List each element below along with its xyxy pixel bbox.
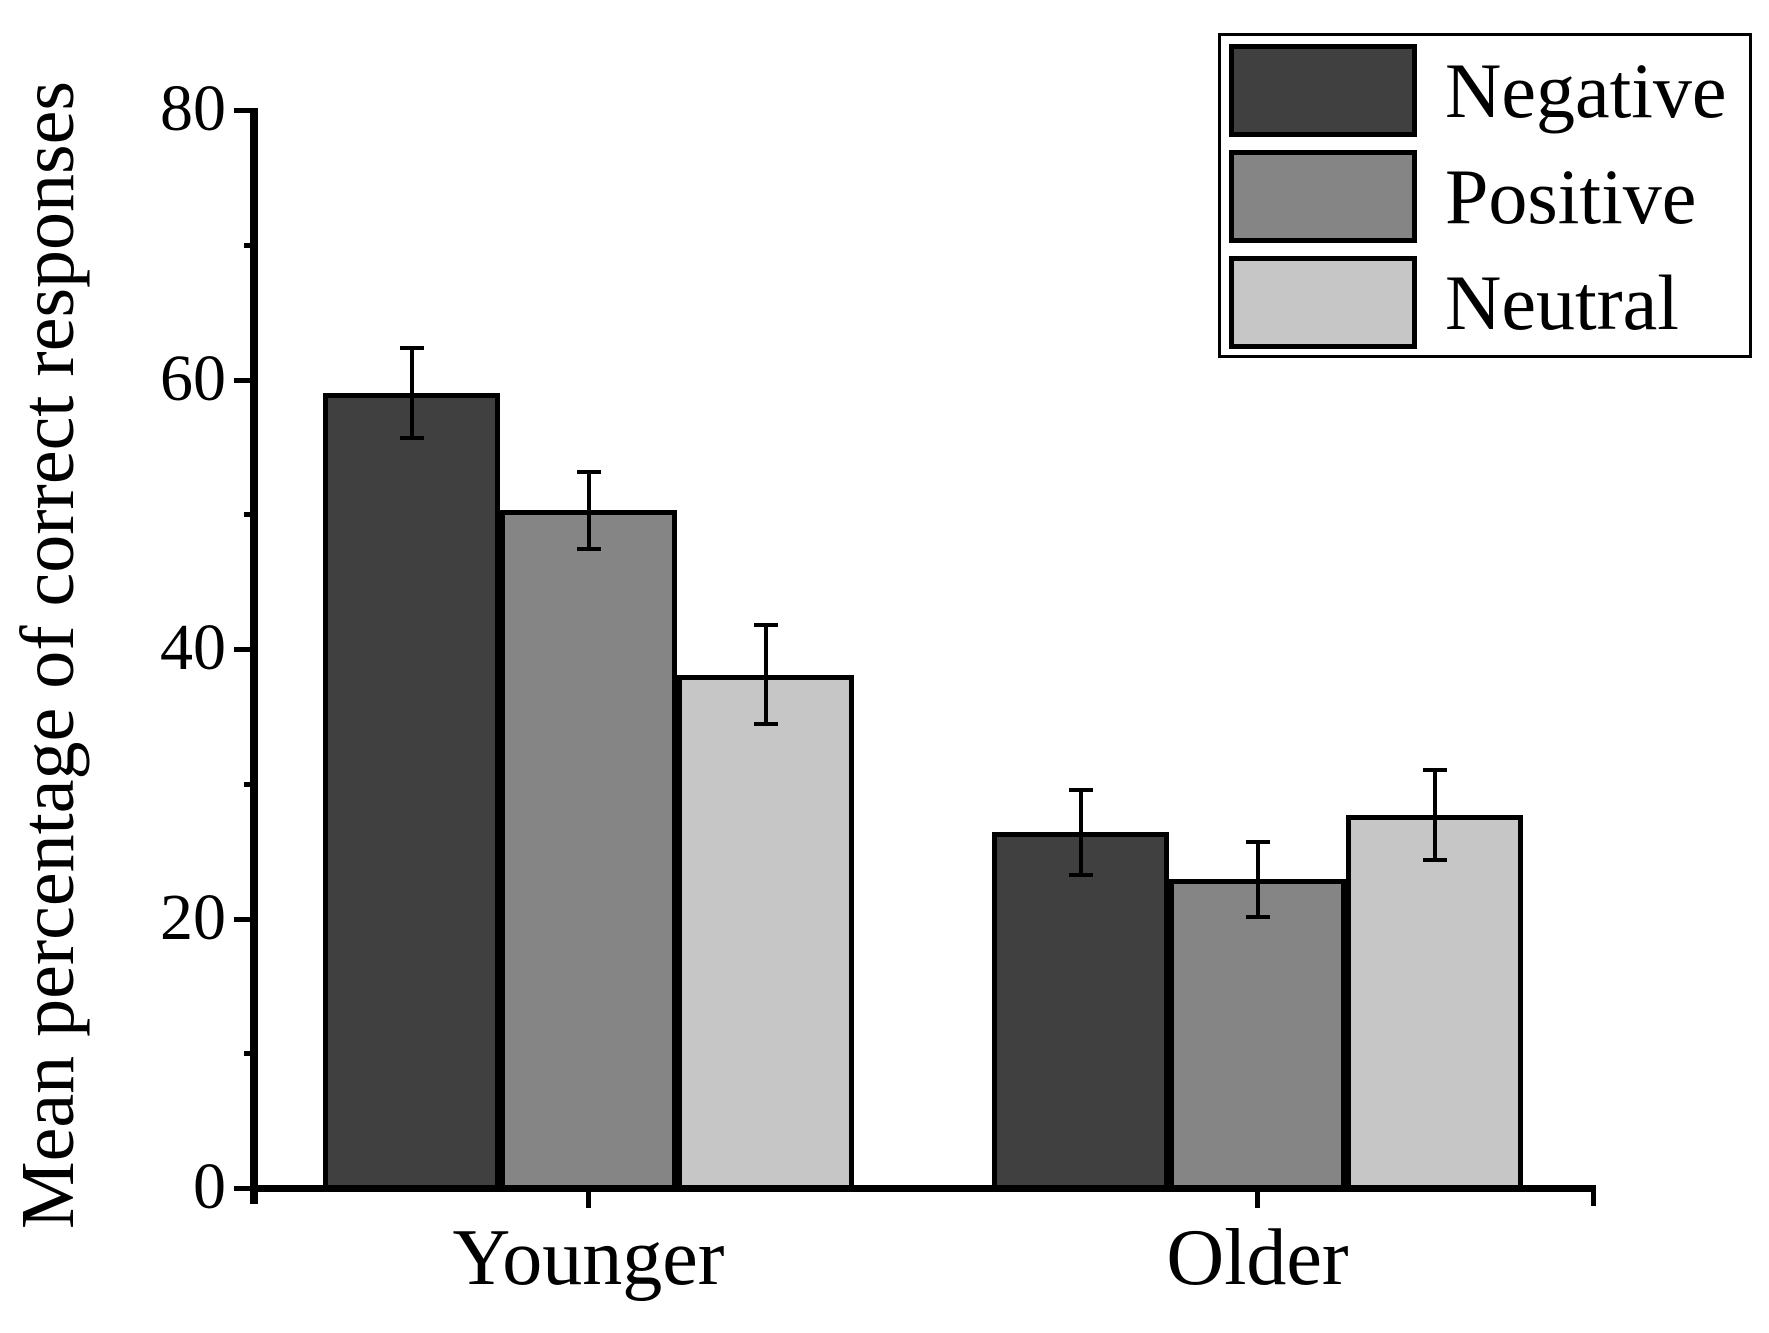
bar-negative-younger bbox=[323, 392, 500, 1192]
bar-neutral-older bbox=[1346, 814, 1523, 1192]
error-bar-cap bbox=[753, 623, 778, 628]
legend: Negative Positive Neutral bbox=[1218, 33, 1752, 358]
error-bar-cap bbox=[1422, 857, 1447, 862]
error-bar-cap bbox=[399, 345, 424, 350]
error-bar bbox=[1078, 787, 1083, 877]
error-bar-cap bbox=[753, 721, 778, 726]
error-bar bbox=[1255, 840, 1260, 919]
y-tick-minor bbox=[244, 1051, 258, 1057]
error-bar-cap bbox=[399, 436, 424, 441]
error-bar-cap bbox=[1422, 767, 1447, 772]
legend-swatch-positive bbox=[1229, 150, 1417, 243]
x-axis-line bbox=[250, 1185, 1596, 1192]
y-tick-label: 40 bbox=[160, 611, 226, 684]
error-bar-cap bbox=[1245, 914, 1270, 919]
y-tick-minor bbox=[244, 512, 258, 518]
x-tick bbox=[586, 1185, 591, 1208]
y-tick-label: 20 bbox=[160, 880, 226, 954]
error-bar-cap bbox=[1068, 787, 1093, 792]
error-bar-cap bbox=[1068, 872, 1093, 877]
legend-swatch-neutral bbox=[1229, 256, 1417, 349]
y-axis-line bbox=[250, 110, 258, 1204]
y-tick-label: 60 bbox=[160, 341, 226, 415]
legend-label-positive: Positive bbox=[1445, 152, 1697, 240]
error-bar bbox=[586, 469, 591, 551]
y-tick-label: 0 bbox=[193, 1150, 226, 1223]
bar-positive-younger bbox=[500, 510, 677, 1192]
bar-neutral-younger bbox=[677, 674, 854, 1192]
y-tick-minor bbox=[244, 781, 258, 787]
error-bar-cap bbox=[1245, 840, 1270, 845]
y-tick-major bbox=[234, 916, 258, 922]
x-category-label: Younger bbox=[452, 1214, 725, 1302]
x-tick bbox=[1255, 1185, 1260, 1208]
error-bar bbox=[409, 345, 414, 441]
y-tick-minor bbox=[244, 242, 258, 248]
y-tick-major bbox=[234, 647, 258, 652]
legend-label-neutral: Neutral bbox=[1445, 258, 1679, 346]
y-tick-major bbox=[234, 1186, 258, 1191]
error-bar bbox=[763, 623, 768, 726]
error-bar-cap bbox=[576, 469, 601, 474]
bar-positive-older bbox=[1169, 879, 1346, 1192]
y-tick-major bbox=[234, 108, 258, 113]
y-tick-major bbox=[234, 377, 258, 383]
legend-label-negative: Negative bbox=[1445, 46, 1727, 134]
x-category-label: Older bbox=[1166, 1214, 1349, 1302]
error-bar-cap bbox=[576, 546, 601, 551]
legend-swatch-negative bbox=[1229, 44, 1417, 137]
y-tick-label: 80 bbox=[160, 72, 226, 145]
bar-negative-older bbox=[992, 832, 1169, 1192]
error-bar bbox=[1432, 767, 1437, 862]
x-axis-end-tick bbox=[1591, 1185, 1596, 1206]
